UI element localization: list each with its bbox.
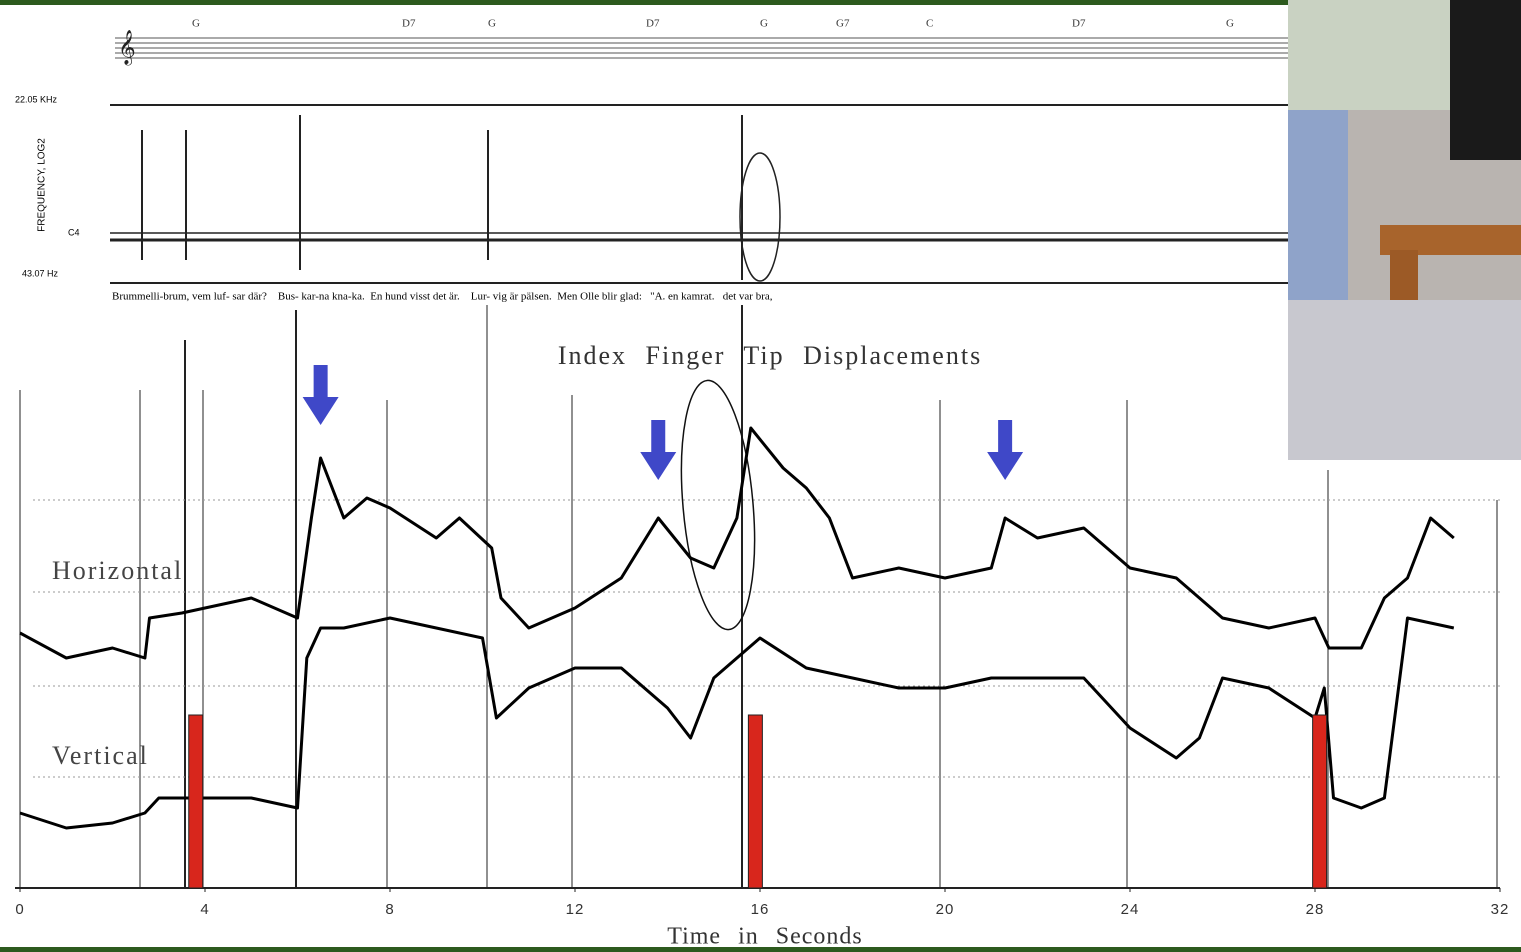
series-label: Vertical [52, 741, 149, 770]
bottom-border [0, 947, 1521, 952]
dotted-lines [33, 499, 1500, 778]
x-tick-label: 28 [1306, 901, 1325, 918]
arrow [640, 420, 677, 480]
chord-label: G [760, 18, 768, 30]
chord-label: G [488, 18, 496, 30]
x-tick-label: 16 [751, 901, 770, 918]
x-tick-label: 32 [1491, 901, 1510, 918]
highlight-ellipse [680, 379, 756, 631]
score: 𝄞 [115, 30, 1290, 66]
spectrogram-y-label: FREQUENCY, LOG2 [37, 138, 48, 232]
spectrogram-note-label: C4 [68, 227, 80, 237]
x-tick-label: 0 [15, 901, 24, 918]
series-label: Horizontal [52, 556, 183, 585]
video-frame [1288, 0, 1521, 460]
x-tick-label: 24 [1121, 901, 1140, 918]
x-tick-label: 20 [936, 901, 955, 918]
chord-label: C [926, 18, 933, 30]
x-tick-label: 8 [385, 901, 394, 918]
arrow [987, 420, 1024, 480]
svg-text:𝄞: 𝄞 [118, 30, 136, 66]
x-axis-label: Time in Seconds [667, 924, 862, 950]
chart-title: Index Finger Tip Displacements [558, 341, 982, 370]
line-series [19, 426, 1455, 660]
chord-label: D7 [402, 18, 416, 30]
x-tick-label: 12 [566, 901, 585, 918]
highlight-bar [188, 714, 204, 889]
lyrics: Brummelli-brum, vem luf- sar där? Bus- k… [112, 291, 773, 303]
arrow [302, 365, 339, 425]
chord-label: G [192, 18, 200, 30]
line-series [19, 616, 1455, 830]
spectrogram [110, 104, 1290, 284]
highlight-bar [1312, 714, 1328, 889]
highlight-bar [747, 714, 763, 889]
chord-label: G [1226, 18, 1234, 30]
x-tick-label: 4 [200, 901, 209, 918]
chord-label: D7 [1072, 18, 1086, 30]
top-border [0, 0, 1521, 5]
spectrogram-bottom-label: 43.07 Hz [22, 268, 59, 278]
chord-label: D7 [646, 18, 660, 30]
chord-label: G7 [836, 18, 850, 30]
spectrogram-top-label: 22.05 KHz [15, 94, 58, 104]
